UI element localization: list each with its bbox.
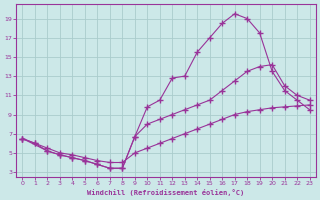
X-axis label: Windchill (Refroidissement éolien,°C): Windchill (Refroidissement éolien,°C) (87, 189, 245, 196)
